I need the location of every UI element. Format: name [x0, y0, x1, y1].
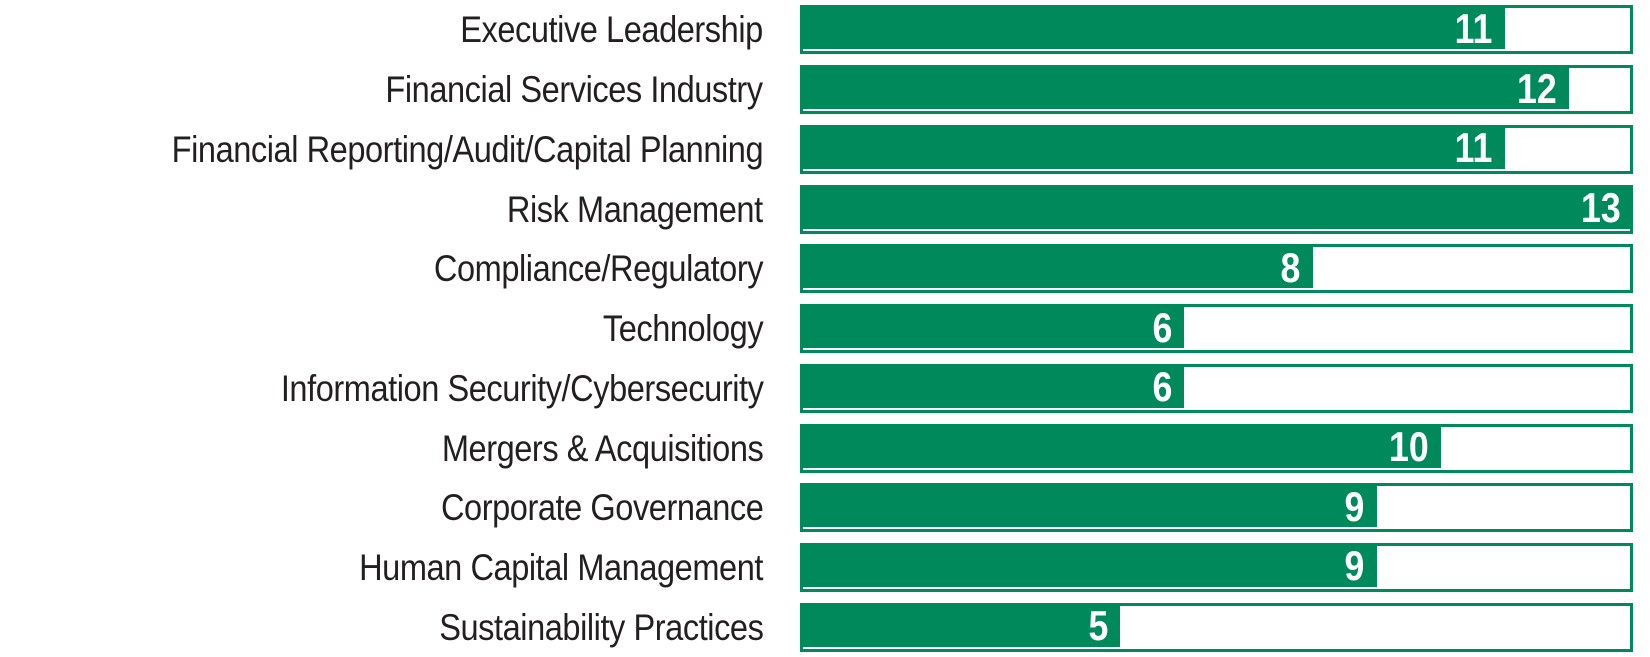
value-label: 13 — [1581, 184, 1621, 232]
category-label: Compliance/Regulatory — [0, 250, 800, 287]
chart-row: Financial Reporting/Audit/Capital Planni… — [0, 119, 1650, 179]
bar-fill: 11 — [800, 4, 1505, 52]
chart-row: Information Security/Cybersecurity 6 — [0, 358, 1650, 418]
category-label-text: Executive Leadership — [460, 9, 763, 51]
category-label: Information Security/Cybersecurity — [0, 370, 800, 407]
category-label-text: Corporate Governance — [440, 487, 764, 529]
bar-track: 9 — [800, 482, 1633, 533]
bar-track: 9 — [800, 542, 1633, 592]
category-label-text: Information Security/Cybersecurity — [280, 367, 763, 409]
bar-track: 6 — [800, 303, 1633, 354]
bar-fill: 13 — [800, 184, 1633, 232]
category-label: Mergers & Acquisitions — [0, 430, 800, 467]
bar-fill: 5 — [800, 602, 1121, 650]
bar-track: 11 — [800, 4, 1633, 55]
bar-track: 6 — [800, 363, 1633, 413]
bar-fill: 10 — [800, 423, 1441, 470]
chart-row: Human Capital Management 9 — [0, 538, 1650, 598]
value-label: 11 — [1455, 124, 1493, 172]
category-label-text: Sustainability Practices — [438, 606, 764, 648]
category-label-text: Risk Management — [507, 188, 763, 230]
chart-row: Financial Services Industry 12 — [0, 60, 1650, 120]
category-label: Risk Management — [0, 191, 800, 228]
value-label: 5 — [1088, 602, 1109, 650]
bar-fill: 9 — [800, 482, 1377, 530]
category-label: Corporate Governance — [0, 489, 800, 526]
value-label: 9 — [1344, 542, 1365, 590]
bar-fill: 12 — [800, 64, 1569, 112]
value-label: 6 — [1152, 363, 1173, 411]
value-label: 10 — [1389, 423, 1429, 470]
category-label: Executive Leadership — [0, 11, 800, 48]
bar-track: 8 — [800, 243, 1633, 294]
bar-track: 13 — [800, 184, 1633, 234]
category-label: Sustainability Practices — [0, 609, 800, 646]
bar-track: 10 — [800, 423, 1633, 473]
bar-fill: 6 — [800, 363, 1185, 411]
value-label: 9 — [1344, 482, 1365, 530]
category-label-text: Financial Reporting/Audit/Capital Planni… — [171, 128, 764, 170]
value-label: 12 — [1517, 64, 1557, 112]
category-label: Technology — [0, 310, 800, 347]
bar-fill: 11 — [800, 124, 1505, 172]
category-label-text: Financial Services Industry — [385, 69, 764, 111]
chart-row: Sustainability Practices 5 — [0, 597, 1650, 657]
category-label-text: Human Capital Management — [359, 546, 763, 588]
category-label: Financial Reporting/Audit/Capital Planni… — [0, 131, 800, 168]
bar-track: 5 — [800, 602, 1633, 652]
chart-row: Corporate Governance 9 — [0, 478, 1650, 538]
chart-row: Executive Leadership 11 — [0, 0, 1650, 60]
value-label: 8 — [1280, 243, 1301, 291]
value-label: 6 — [1152, 303, 1173, 351]
bar-fill: 8 — [800, 243, 1313, 291]
category-label-text: Technology — [602, 308, 764, 350]
bar-fill: 9 — [800, 542, 1377, 590]
category-label-text: Compliance/Regulatory — [433, 248, 764, 290]
chart-row: Compliance/Regulatory 8 — [0, 239, 1650, 299]
category-label: Financial Services Industry — [0, 71, 800, 108]
value-label: 11 — [1455, 4, 1493, 52]
bar-track: 12 — [800, 64, 1633, 115]
chart-row: Technology 6 — [0, 299, 1650, 359]
chart-row: Risk Management 13 — [0, 179, 1650, 239]
category-label-text: Mergers & Acquisitions — [441, 427, 764, 469]
chart-row: Mergers & Acquisitions 10 — [0, 418, 1650, 478]
category-label: Human Capital Management — [0, 549, 800, 586]
bar-fill: 6 — [800, 303, 1185, 351]
bar-track: 11 — [800, 124, 1633, 174]
